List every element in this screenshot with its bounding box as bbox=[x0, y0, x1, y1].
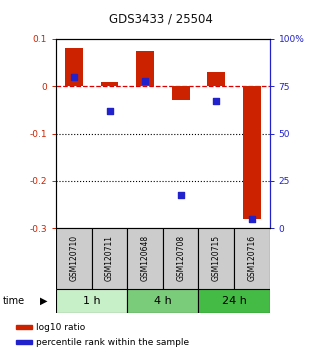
Point bbox=[143, 78, 148, 84]
Text: 24 h: 24 h bbox=[221, 296, 247, 306]
Text: GSM120716: GSM120716 bbox=[247, 235, 256, 281]
Bar bbox=[16, 340, 32, 344]
Point bbox=[178, 192, 183, 198]
Bar bbox=[198, 289, 270, 313]
Bar bbox=[16, 325, 32, 329]
Text: percentile rank within the sample: percentile rank within the sample bbox=[36, 338, 189, 347]
Bar bbox=[207, 72, 225, 86]
Text: GSM120710: GSM120710 bbox=[69, 235, 78, 281]
Bar bbox=[136, 51, 154, 86]
Bar bbox=[65, 48, 83, 86]
Bar bbox=[101, 81, 118, 86]
Text: GSM120711: GSM120711 bbox=[105, 235, 114, 281]
Text: log10 ratio: log10 ratio bbox=[36, 322, 85, 332]
Point bbox=[71, 74, 76, 80]
Text: time: time bbox=[3, 296, 25, 306]
Bar bbox=[56, 289, 127, 313]
Text: GDS3433 / 25504: GDS3433 / 25504 bbox=[108, 12, 213, 25]
Bar bbox=[127, 228, 163, 289]
Text: 1 h: 1 h bbox=[83, 296, 100, 306]
Point bbox=[249, 216, 255, 222]
Text: 4 h: 4 h bbox=[154, 296, 172, 306]
Bar bbox=[243, 86, 261, 219]
Text: GSM120715: GSM120715 bbox=[212, 235, 221, 281]
Bar bbox=[127, 289, 198, 313]
Text: GSM120708: GSM120708 bbox=[176, 235, 185, 281]
Bar bbox=[172, 86, 190, 101]
Text: ▶: ▶ bbox=[39, 296, 47, 306]
Text: GSM120648: GSM120648 bbox=[141, 235, 150, 281]
Point bbox=[214, 99, 219, 104]
Bar bbox=[163, 228, 198, 289]
Bar bbox=[234, 228, 270, 289]
Point bbox=[107, 108, 112, 114]
Bar bbox=[92, 228, 127, 289]
Bar bbox=[198, 228, 234, 289]
Bar bbox=[56, 228, 92, 289]
